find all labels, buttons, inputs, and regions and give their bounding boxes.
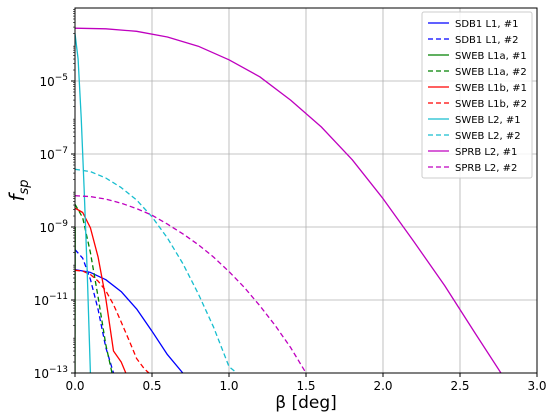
x-tick-label: 0.0 (65, 379, 84, 393)
legend-label: SWEB L2, #2 (455, 131, 521, 142)
y-tick-label: 10−7 (39, 146, 68, 162)
y-tick-label: 10−13 (34, 365, 68, 381)
series-line-sdb1-l1-1 (75, 268, 184, 373)
series-line-sweb-l1a-2 (75, 203, 113, 373)
x-axis-label: β [deg] (275, 393, 337, 413)
series-line-sdb1-l1-2 (75, 249, 115, 373)
legend-label: SWEB L1b, #2 (455, 99, 527, 110)
legend-label: SPRB L2, #2 (455, 163, 517, 174)
x-tick-label: 1.5 (296, 379, 315, 393)
y-tick-label: 10−11 (34, 292, 68, 308)
legend-box (421, 11, 533, 179)
series-line-sweb-l1b-2 (75, 269, 150, 373)
legend: SDB1 L1, #1 SDB1 L1, #2 SWEB L1a, #1 SWEB L… (421, 11, 533, 179)
y-axis-label: fsp (5, 179, 32, 201)
legend-label: SWEB L1b, #1 (455, 83, 527, 94)
x-tick-label: 0.5 (142, 379, 161, 393)
legend-label: SWEB L1a, #2 (455, 67, 527, 78)
series-line-sweb-l1b-1 (75, 207, 127, 373)
y-axis-ticks: 10−13 10−11 10−9 10−7 10−5 (34, 9, 75, 381)
x-tick-label: 3.0 (527, 379, 546, 393)
legend-label: SWEB L1a, #1 (455, 51, 527, 62)
legend-label: SDB1 L1, #2 (455, 35, 518, 46)
series-line-sweb-l2-2 (75, 168, 238, 373)
legend-label: SPRB L2, #1 (455, 147, 517, 158)
x-axis-ticks: 0.0 0.5 1.0 1.5 2.0 2.5 3.0 (65, 373, 547, 393)
legend-label: SWEB L2, #1 (455, 115, 521, 126)
y-axis-label-main: f (5, 192, 29, 202)
series-line-sprb-l2-2 (75, 195, 307, 373)
y-tick-label: 10−5 (39, 73, 68, 89)
legend-label: SDB1 L1, #1 (455, 19, 518, 30)
series-line-sweb-l2-1 (75, 33, 92, 373)
x-tick-label: 1.0 (219, 379, 238, 393)
x-tick-label: 2.5 (450, 379, 469, 393)
series-line-sprb-l2-1 (75, 27, 537, 373)
series-lines (75, 27, 537, 373)
y-tick-label: 10−9 (39, 219, 68, 235)
x-tick-label: 2.0 (373, 379, 392, 393)
y-axis-label-subscript: sp (17, 179, 32, 194)
